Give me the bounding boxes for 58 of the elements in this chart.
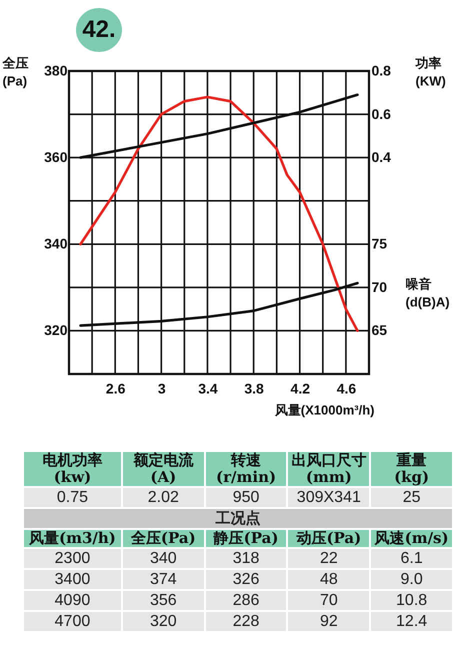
text: 4090	[24, 591, 121, 610]
text: 340	[122, 549, 204, 568]
text: 22	[288, 549, 370, 568]
text: 70	[288, 591, 370, 610]
text: 9.0	[371, 570, 452, 589]
x-tick-label: 3.8	[244, 380, 264, 396]
text: 静压(Pa)	[206, 529, 286, 547]
text: 2300	[24, 549, 121, 568]
text: 重量 (kg)	[371, 451, 452, 486]
text: 2.02	[122, 488, 204, 507]
text: 全压(Pa)	[122, 529, 204, 547]
text: 374	[122, 570, 204, 589]
text: 10.8	[371, 591, 452, 610]
x-tick-label: 3.4	[198, 380, 218, 396]
x-tick-label: 2.6	[106, 380, 126, 396]
text: 出风口尺寸(mm)	[288, 451, 370, 486]
text: 92	[288, 612, 370, 631]
text: 326	[206, 570, 286, 589]
y-tick-label: 380	[44, 62, 68, 78]
y-tick-label: 340	[44, 236, 68, 252]
y-tick-label: 320	[44, 322, 68, 338]
text: 工况点	[24, 509, 452, 528]
x-axis-title: 风量(X1000m³/h)	[274, 402, 374, 418]
y2-tick-label: 0.4	[372, 149, 392, 166]
y3-tick-label: 70	[372, 278, 388, 295]
y-tick-label: 360	[44, 149, 68, 166]
text: 3400	[24, 570, 121, 589]
text: 电机功率 (kw)	[24, 451, 121, 486]
y-axis-title: 全压 (Pa)	[2, 56, 28, 88]
x-tick-label: 4.2	[290, 380, 310, 396]
text: 额定电流 (A)	[122, 451, 204, 486]
y3-tick-label: 65	[372, 322, 388, 338]
x-tick-label: 4.6	[336, 380, 356, 396]
chart-title: 42.	[76, 8, 122, 52]
text: 356	[122, 591, 204, 610]
text: 0.75	[24, 488, 121, 507]
text: 6.1	[371, 549, 452, 568]
y3-tick-label: 75	[372, 236, 388, 252]
y3-axis-title: 噪音 (d(B)A)	[406, 276, 450, 310]
text: 950	[206, 488, 286, 507]
y2-tick-label: 0.8	[372, 62, 392, 78]
text: 转速 (r/min)	[206, 451, 286, 486]
x-tick-label: 3	[158, 380, 166, 396]
text: 228	[206, 612, 286, 631]
text: 风速(m/s)	[371, 529, 452, 547]
text: 25	[371, 488, 452, 507]
text: 4700	[24, 612, 121, 631]
y2-axis-title: 功率 (KW)	[414, 56, 446, 88]
text: 286	[206, 591, 286, 610]
text: 318	[206, 549, 286, 568]
line-series	[79, 96, 359, 332]
text: 320	[122, 612, 204, 631]
text: 12.4	[371, 612, 452, 631]
text: 动压(Pa)	[288, 529, 370, 547]
text: 风量(m3/h)	[24, 529, 121, 547]
y2-tick-label: 0.6	[372, 106, 392, 122]
text: 309X341	[288, 488, 370, 507]
text: 48	[288, 570, 370, 589]
